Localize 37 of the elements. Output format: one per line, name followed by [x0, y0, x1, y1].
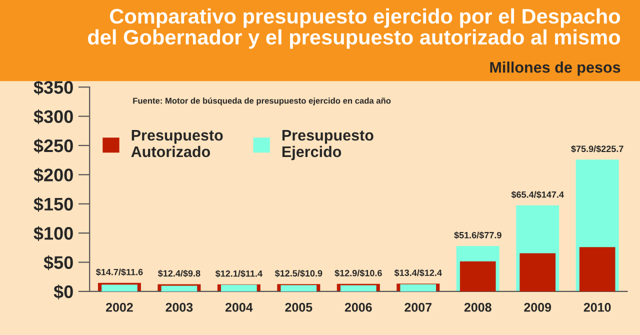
bar — [280, 285, 317, 292]
text: $12.4/$9.8 — [158, 270, 200, 278]
y-tick-label: $50 — [44, 255, 73, 270]
text: $12.9/$10.6 — [334, 270, 382, 277]
chart-subtitle: Millones de pesos — [490, 62, 620, 76]
x-tick-label: 2010 — [584, 302, 611, 312]
x-tick-label: 2002 — [106, 302, 133, 312]
bar — [340, 285, 376, 292]
y-tick-label: $250 — [34, 138, 73, 154]
legend-label: Presupuesto Ejercido — [282, 130, 374, 160]
x-tick-label: 2003 — [166, 302, 193, 312]
text: $51.6/$77.9 — [454, 232, 502, 239]
legend-label: Presupuesto Autorizado — [131, 130, 223, 158]
text: $14.7/$11.6 — [96, 268, 143, 276]
text: $12.5/$10.9 — [274, 270, 322, 278]
y-tick-label: $350 — [34, 80, 73, 95]
text: $65.4/$147.4 — [511, 190, 564, 198]
chart-title: Comparativo presupuesto ejercido por el Despacho del Gobernador y el presupuesto autorizado al mismo — [88, 8, 620, 49]
y-tick-label: $150 — [34, 197, 73, 212]
bar — [102, 284, 138, 292]
x-tick-label: 2009 — [524, 302, 552, 312]
y-tick-label: $0 — [54, 284, 73, 300]
x-tick-label: 2004 — [225, 302, 253, 312]
x-tick-label: 2007 — [404, 302, 432, 312]
text: $75.9/$225.7 — [571, 145, 624, 153]
annotation: Fuente: Motor de búsqueda de presupuesto ejercido en cada año — [133, 97, 391, 106]
bar — [221, 284, 257, 292]
x-tick-label: 2005 — [285, 302, 312, 312]
y-tick-label: $200 — [34, 168, 73, 183]
text: $13.4/$12.4 — [394, 269, 442, 277]
y-tick-label: $300 — [34, 109, 73, 124]
x-tick-label: 2008 — [464, 302, 492, 312]
bar — [400, 284, 436, 292]
bar — [161, 286, 198, 292]
x-tick-label: 2006 — [344, 302, 372, 312]
text: $12.1/$11.4 — [215, 270, 262, 278]
y-tick-label: $100 — [34, 226, 73, 241]
